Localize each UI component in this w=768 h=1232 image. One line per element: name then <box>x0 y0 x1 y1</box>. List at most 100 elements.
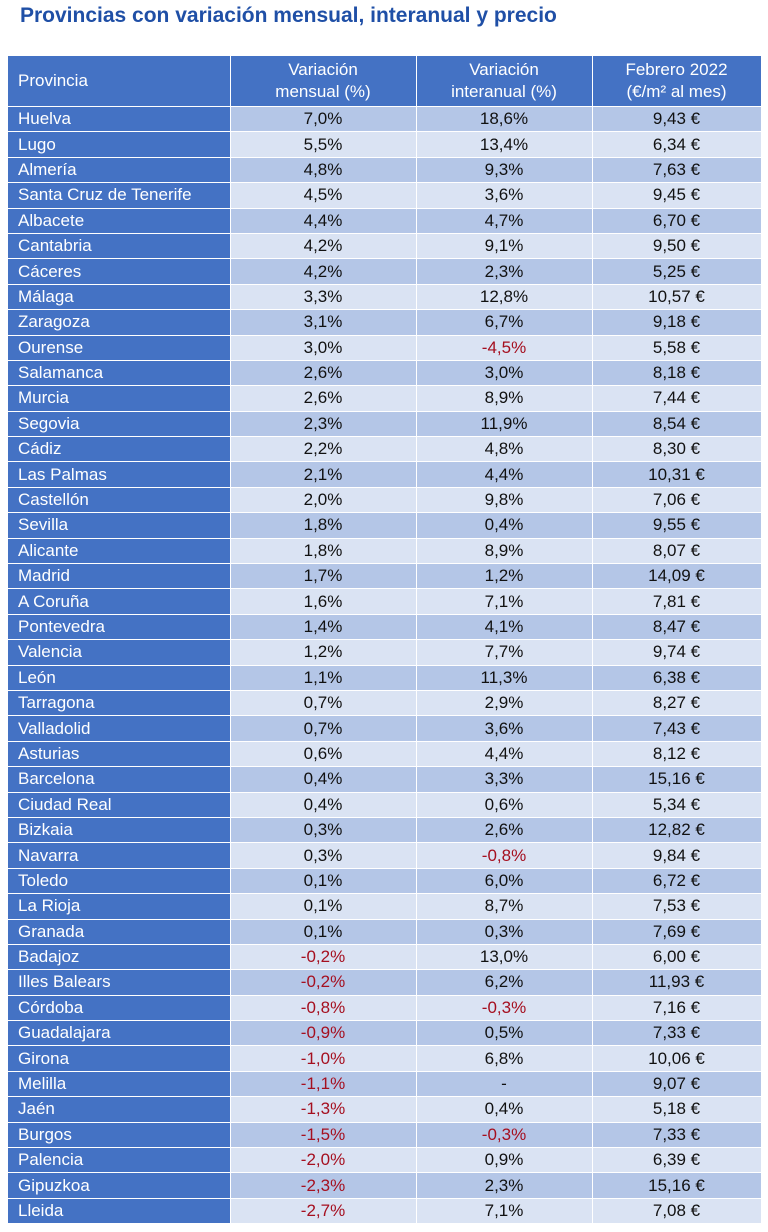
cell-interanual: 4,8% <box>416 436 593 463</box>
cell-interanual: 12,8% <box>416 284 593 311</box>
cell-interanual: 3,6% <box>416 715 593 742</box>
cell-precio: 7,44 € <box>592 385 762 412</box>
cell-provincia: Castellón <box>8 487 231 514</box>
cell-provincia: Gipuzkoa <box>8 1172 231 1199</box>
cell-precio: 7,63 € <box>592 157 762 184</box>
cell-interanual: 2,9% <box>416 690 593 717</box>
cell-mensual: 1,2% <box>230 639 417 666</box>
cell-precio: 8,30 € <box>592 436 762 463</box>
cell-mensual: -0,2% <box>230 969 417 996</box>
table-row: Huelva 7,0% 18,6% 9,43 € <box>8 106 762 133</box>
cell-precio: 5,58 € <box>592 335 762 361</box>
cell-provincia: Málaga <box>8 284 231 311</box>
table-row: Málaga 3,3% 12,8% 10,57 € <box>8 284 762 311</box>
cell-precio: 6,72 € <box>592 868 762 895</box>
cell-provincia: Almería <box>8 157 231 184</box>
cell-interanual: 18,6% <box>416 106 593 133</box>
cell-mensual: 1,8% <box>230 538 417 565</box>
cell-precio: 8,27 € <box>592 690 762 717</box>
cell-mensual: 4,5% <box>230 182 417 209</box>
cell-precio: 6,38 € <box>592 665 762 691</box>
table-row: Castellón 2,0% 9,8% 7,06 € <box>8 487 762 514</box>
cell-precio: 9,18 € <box>592 309 762 336</box>
cell-interanual: 13,0% <box>416 944 593 971</box>
table-row: Zaragoza 3,1% 6,7% 9,18 € <box>8 309 762 336</box>
cell-mensual: 0,1% <box>230 919 417 945</box>
cell-interanual: 0,5% <box>416 1020 593 1047</box>
cell-precio: 10,31 € <box>592 461 762 488</box>
cell-provincia: Valencia <box>8 639 231 666</box>
cell-mensual: -0,2% <box>230 944 417 971</box>
cell-provincia: Cáceres <box>8 258 231 285</box>
cell-precio: 8,18 € <box>592 360 762 387</box>
cell-precio: 9,74 € <box>592 639 762 666</box>
cell-interanual: -0,8% <box>416 842 593 869</box>
cell-provincia: Valladolid <box>8 715 231 742</box>
cell-provincia: Madrid <box>8 563 231 590</box>
provinces-table: Provincia Variación mensual (%) Variació… <box>8 56 762 1225</box>
cell-interanual: 9,3% <box>416 157 593 184</box>
table-row: La Rioja 0,1% 8,7% 7,53 € <box>8 893 762 920</box>
cell-mensual: -0,9% <box>230 1020 417 1047</box>
cell-precio: 10,57 € <box>592 284 762 311</box>
table-row: Albacete 4,4% 4,7% 6,70 € <box>8 208 762 234</box>
cell-mensual: 1,1% <box>230 665 417 691</box>
page-title: Provincias con variación mensual, intera… <box>20 4 557 27</box>
cell-interanual: 3,3% <box>416 766 593 793</box>
cell-mensual: 0,4% <box>230 766 417 793</box>
header-precio: Febrero 2022 (€/m² al mes) <box>592 56 762 107</box>
cell-interanual: 6,8% <box>416 1045 593 1072</box>
cell-interanual: 7,7% <box>416 639 593 666</box>
cell-mensual: 4,8% <box>230 157 417 184</box>
header-mensual-line1: Variación <box>288 60 358 79</box>
cell-provincia: Guadalajara <box>8 1020 231 1047</box>
cell-interanual: 0,4% <box>416 512 593 539</box>
table-row: Lleida -2,7% 7,1% 7,08 € <box>8 1198 762 1225</box>
cell-mensual: -2,3% <box>230 1172 417 1199</box>
cell-precio: 9,55 € <box>592 512 762 539</box>
cell-precio: 10,06 € <box>592 1045 762 1072</box>
cell-precio: 7,08 € <box>592 1198 762 1225</box>
cell-mensual: 0,1% <box>230 893 417 920</box>
cell-provincia: Sevilla <box>8 512 231 539</box>
table-row: Almería 4,8% 9,3% 7,63 € <box>8 157 762 184</box>
cell-mensual: 3,3% <box>230 284 417 311</box>
cell-precio: 9,43 € <box>592 106 762 133</box>
table-row: Bizkaia 0,3% 2,6% 12,82 € <box>8 817 762 844</box>
cell-mensual: 5,5% <box>230 131 417 158</box>
cell-mensual: 2,6% <box>230 360 417 387</box>
table-row: Lugo 5,5% 13,4% 6,34 € <box>8 131 762 158</box>
cell-interanual: 7,1% <box>416 588 593 615</box>
table-row: Cantabria 4,2% 9,1% 9,50 € <box>8 233 762 260</box>
cell-provincia: Albacete <box>8 208 231 234</box>
cell-provincia: Las Palmas <box>8 461 231 488</box>
table-row: Melilla -1,1% -9,07 € <box>8 1071 762 1098</box>
table-row: Madrid 1,7% 1,2% 14,09 € <box>8 563 762 590</box>
cell-provincia: A Coruña <box>8 588 231 615</box>
cell-interanual: 0,9% <box>416 1147 593 1174</box>
cell-mensual: 2,3% <box>230 411 417 438</box>
table-row: Santa Cruz de Tenerife 4,5% 3,6% 9,45 € <box>8 182 762 209</box>
cell-interanual: -4,5% <box>416 335 593 361</box>
cell-interanual: 3,0% <box>416 360 593 387</box>
cell-mensual: -2,0% <box>230 1147 417 1174</box>
cell-interanual: 2,6% <box>416 817 593 844</box>
header-precio-line2: (€/m² al mes) <box>626 82 727 101</box>
cell-mensual: 0,3% <box>230 817 417 844</box>
cell-interanual: 2,3% <box>416 258 593 285</box>
table-row: Valladolid 0,7% 3,6% 7,43 € <box>8 715 762 742</box>
cell-provincia: Córdoba <box>8 995 231 1022</box>
table-row: Córdoba -0,8% -0,3% 7,16 € <box>8 995 762 1022</box>
cell-interanual: 0,3% <box>416 919 593 945</box>
cell-mensual: 1,4% <box>230 614 417 641</box>
cell-mensual: 2,1% <box>230 461 417 488</box>
cell-interanual: 4,4% <box>416 461 593 488</box>
cell-precio: 11,93 € <box>592 969 762 996</box>
table-row: Segovia 2,3% 11,9% 8,54 € <box>8 411 762 438</box>
table-row: Granada 0,1% 0,3% 7,69 € <box>8 919 762 945</box>
cell-precio: 5,25 € <box>592 258 762 285</box>
table-row: Sevilla 1,8% 0,4% 9,55 € <box>8 512 762 539</box>
cell-mensual: -1,5% <box>230 1122 417 1149</box>
cell-precio: 8,47 € <box>592 614 762 641</box>
cell-provincia: Segovia <box>8 411 231 438</box>
